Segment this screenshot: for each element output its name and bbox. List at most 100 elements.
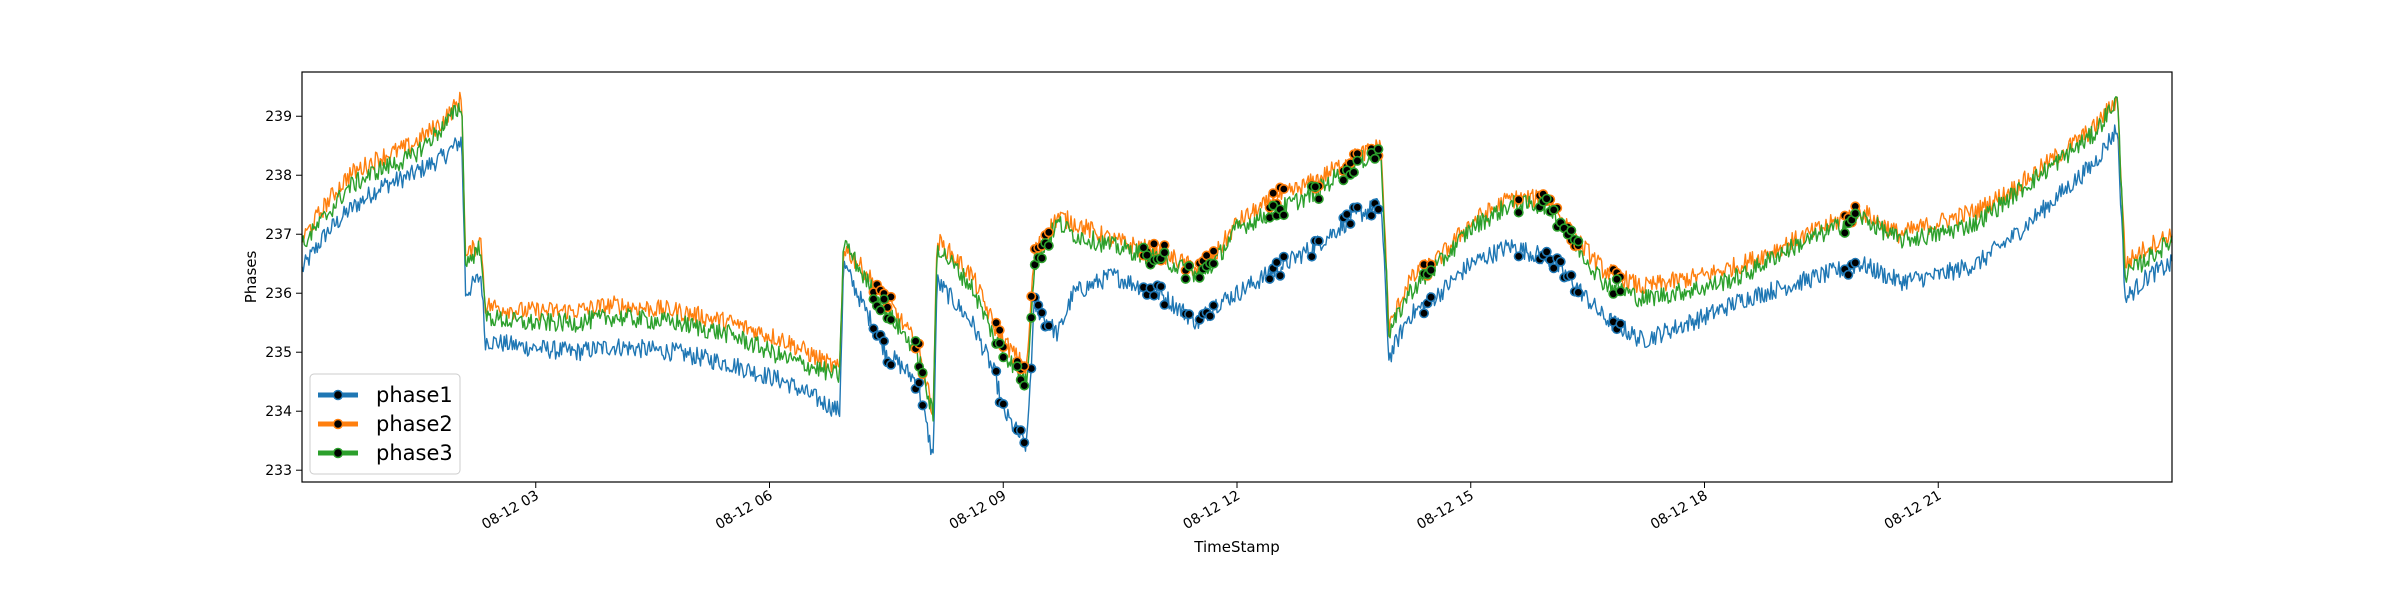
anomaly-point-phase1 [1264,273,1275,284]
anomaly-point-phase3 [1566,225,1577,236]
y-axis-label: Phases [242,251,260,304]
anomaly-point-phase3 [1180,273,1191,284]
anomaly-point-phase3 [1338,175,1349,186]
anomaly-point-phase1 [885,359,896,370]
anomaly-point-phase1 [1159,299,1170,310]
legend-label-phase3: phase3 [376,441,453,465]
anomaly-point-phase1 [1184,309,1195,320]
anomaly-point-phase1 [998,398,1009,409]
anomaly-point-phase3 [1850,208,1861,219]
anomaly-point-phase3 [1548,204,1559,215]
anomaly-point-phase3 [1348,167,1359,178]
anomaly-point-phase1 [1566,270,1577,281]
x-axis-label: TimeStamp [1193,538,1279,556]
anomaly-point-phase1 [1205,311,1216,322]
y-tick-label: 235 [265,345,292,361]
legend-marker-phase1 [332,389,344,401]
anomaly-point-phase3 [885,314,896,325]
series-layer [301,91,2173,456]
anomaly-point-phase3 [1426,265,1437,276]
anomaly-point-phase3 [1541,193,1552,204]
anomaly-point-phase1 [917,400,928,411]
anomaly-point-phase1 [1036,307,1047,318]
anomaly-point-phase1 [1366,210,1377,221]
anomaly-point-phase3 [1184,260,1195,271]
anomaly-point-phase3 [1026,312,1037,323]
anomaly-point-phase3 [1373,144,1384,155]
anomaly-point-phase1 [1373,204,1384,215]
anomaly-point-phase3 [875,305,886,316]
y-tick-label: 237 [265,227,292,243]
anomaly-point-phase1 [1208,300,1219,311]
anomaly-point-phase1 [878,336,889,347]
anomaly-point-phase1 [1615,318,1626,329]
anomaly-point-phase3 [917,367,928,378]
y-tick-label: 238 [265,168,292,184]
legend-items: phase1 phase2 phase3 [318,383,453,465]
legend: phase1 phase2 phase3 [309,373,461,475]
series-line-phase3 [301,96,2173,422]
anomaly-point-phase1 [1541,246,1552,257]
anomaly-point-phase3 [1036,253,1047,264]
legend-marker-phase2 [332,418,344,430]
anomaly-point-phase2 [1208,246,1219,257]
anomaly-point-phase1 [1850,257,1861,268]
anomaly-point-phase3 [1043,240,1054,251]
legend-marker-phase3 [332,447,344,459]
anomaly-point-phase1 [1015,425,1026,436]
anomaly-point-phase1 [1156,281,1167,292]
anomaly-point-phase1 [1278,251,1289,262]
anomaly-point-phase3 [994,338,1005,349]
legend-label-phase1: phase1 [376,383,453,407]
anomaly-point-phase3 [1159,247,1170,258]
anomaly-point-phase1 [1271,257,1282,268]
anomaly-point-phase3 [1839,227,1850,238]
anomaly-point-phase3 [1194,272,1205,283]
anomaly-point-phase1 [1513,251,1524,262]
anomaly-point-phase3 [1019,380,1030,391]
anomaly-point-phase2 [1149,238,1160,249]
anomaly-point-phase2 [994,325,1005,336]
anomaly-point-phase2 [1278,184,1289,195]
anomaly-marker-layer [868,143,1861,448]
anomaly-point-phase3 [1208,258,1219,269]
anomaly-point-phase1 [1275,270,1286,281]
anomaly-point-phase1 [1313,236,1324,247]
anomaly-point-phase3 [1278,210,1289,221]
anomaly-point-phase1 [1341,209,1352,220]
anomaly-point-phase2 [1268,188,1279,199]
y-tick-label: 239 [265,109,292,125]
series-line-phase1 [301,124,2173,456]
anomaly-point-phase3 [1310,181,1321,192]
anomaly-point-phase1 [1149,290,1160,301]
anomaly-point-phase3 [1573,236,1584,247]
anomaly-point-phase1 [1043,320,1054,331]
anomaly-point-phase3 [1513,207,1524,218]
anomaly-point-phase1 [1573,287,1584,298]
anomaly-point-phase3 [1615,286,1626,297]
anomaly-point-phase1 [1426,292,1437,303]
anomaly-point-phase2 [1043,227,1054,238]
anomaly-point-phase2 [1513,194,1524,205]
anomaly-point-phase3 [998,352,1009,363]
anomaly-point-phase1 [1419,308,1430,319]
anomaly-point-phase1 [1345,218,1356,229]
anomaly-point-phase3 [1352,155,1363,166]
legend-box [309,373,461,475]
anomaly-point-phase1 [1843,269,1854,280]
anomaly-point-phase1 [1306,251,1317,262]
legend-label-phase2: phase2 [376,412,453,436]
anomaly-point-phase3 [910,336,921,347]
anomaly-point-phase1 [1548,263,1559,274]
anomaly-point-phase3 [878,294,889,305]
anomaly-point-phase3 [1012,361,1023,372]
anomaly-point-phase1 [1352,202,1363,213]
y-tick-label: 233 [265,463,292,479]
y-tick-label: 236 [265,286,292,302]
y-tick-label: 234 [265,404,292,420]
anomaly-point-phase1 [1019,437,1030,448]
anomaly-point-phase3 [1369,153,1380,164]
anomaly-point-phase2 [1026,291,1037,302]
y-axis-ticks: 233 234 235 236 237 238 239 [265,109,302,479]
